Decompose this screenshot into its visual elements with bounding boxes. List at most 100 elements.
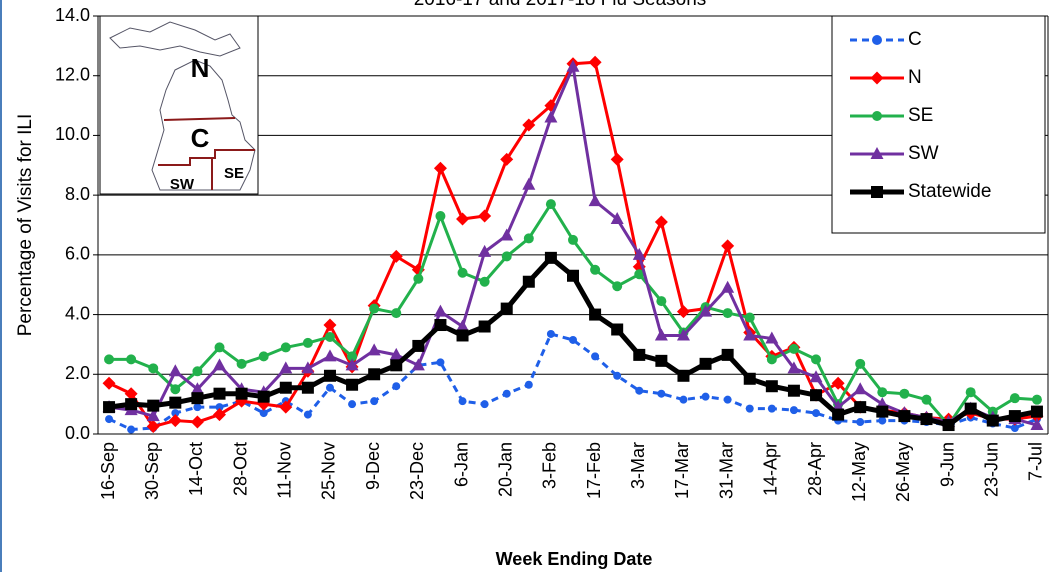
marker — [812, 409, 821, 418]
marker — [635, 386, 644, 395]
marker — [787, 384, 800, 397]
x-tick-label: 17-Feb — [584, 442, 604, 499]
marker — [655, 354, 668, 367]
marker — [942, 419, 955, 432]
marker — [213, 358, 227, 371]
marker — [370, 397, 379, 406]
legend: CN SE SW Statewide — [831, 15, 1046, 234]
x-tick-label: 30-Sep — [142, 442, 162, 500]
marker — [434, 319, 447, 332]
marker — [634, 269, 645, 280]
marker — [810, 389, 823, 402]
marker — [502, 389, 511, 398]
marker — [303, 410, 312, 419]
marker — [767, 404, 776, 413]
marker — [171, 409, 180, 418]
marker — [193, 403, 202, 412]
x-tick-label: 3-Feb — [540, 442, 560, 489]
marker — [611, 323, 624, 336]
x-tick-label: 26-May — [893, 442, 913, 502]
marker — [392, 382, 401, 391]
marker — [1031, 394, 1042, 405]
marker — [877, 387, 888, 398]
x-tick-label: 7-Jul — [1026, 442, 1046, 481]
marker — [213, 408, 227, 422]
marker — [391, 308, 402, 319]
marker — [522, 118, 536, 132]
marker — [323, 318, 337, 332]
x-tick-label: 14-Oct — [186, 442, 206, 496]
marker — [301, 361, 315, 374]
marker — [872, 35, 882, 45]
marker — [436, 358, 445, 367]
marker — [544, 110, 558, 123]
marker — [657, 389, 666, 398]
marker — [501, 251, 512, 262]
marker — [348, 400, 357, 409]
legend-label: C — [908, 29, 922, 50]
marker — [1030, 418, 1044, 431]
marker — [102, 376, 116, 390]
marker — [567, 269, 579, 282]
marker — [214, 342, 225, 353]
marker — [632, 247, 646, 260]
x-tick-label: 6-Jan — [451, 442, 471, 487]
marker — [480, 400, 489, 409]
marker — [745, 404, 754, 413]
marker — [458, 397, 467, 406]
marker — [744, 312, 755, 323]
x-tick-label: 9-Jun — [937, 442, 957, 487]
marker — [258, 351, 269, 362]
marker — [964, 402, 977, 415]
legend-box — [831, 15, 1046, 234]
marker — [190, 415, 204, 429]
x-tick-label: 16-Sep — [98, 442, 118, 500]
marker — [345, 358, 359, 371]
x-tick-label: 9-Dec — [363, 442, 383, 490]
marker — [831, 376, 845, 390]
marker — [921, 394, 932, 405]
marker — [545, 199, 556, 210]
y-tick-label: 4.0 — [65, 303, 90, 323]
y-tick-label: 2.0 — [65, 363, 90, 383]
marker — [146, 409, 160, 422]
marker — [347, 351, 358, 362]
marker — [435, 211, 446, 222]
marker — [523, 233, 534, 244]
marker — [809, 370, 823, 383]
inset-upper-peninsula — [109, 21, 241, 57]
marker — [168, 364, 182, 377]
x-tick-label: 25-Nov — [319, 442, 339, 500]
marker — [613, 371, 622, 380]
marker — [500, 302, 513, 315]
marker — [723, 395, 732, 404]
marker — [1008, 410, 1021, 423]
inset-region-borders — [158, 117, 255, 190]
inset-label: N — [191, 53, 210, 83]
marker — [323, 369, 336, 382]
marker — [302, 337, 313, 348]
marker — [656, 296, 667, 307]
marker — [522, 177, 536, 190]
marker — [722, 308, 733, 319]
x-tick-label: 23-Dec — [407, 442, 427, 500]
inset-label: SE — [224, 165, 244, 182]
x-tick-label: 14-Apr — [761, 442, 781, 496]
marker — [433, 304, 447, 317]
x-tick-label: 31-Mar — [716, 442, 736, 499]
marker — [301, 381, 314, 394]
marker — [500, 228, 514, 241]
x-axis-label: Week Ending Date — [496, 549, 653, 569]
marker — [721, 280, 735, 293]
marker — [811, 354, 822, 365]
marker — [170, 384, 181, 395]
marker — [701, 392, 710, 401]
marker — [235, 387, 248, 400]
marker — [324, 331, 335, 342]
y-tick-label: 8.0 — [65, 184, 90, 204]
marker — [412, 339, 425, 352]
marker — [787, 361, 801, 374]
marker — [103, 401, 116, 414]
marker — [876, 405, 889, 418]
